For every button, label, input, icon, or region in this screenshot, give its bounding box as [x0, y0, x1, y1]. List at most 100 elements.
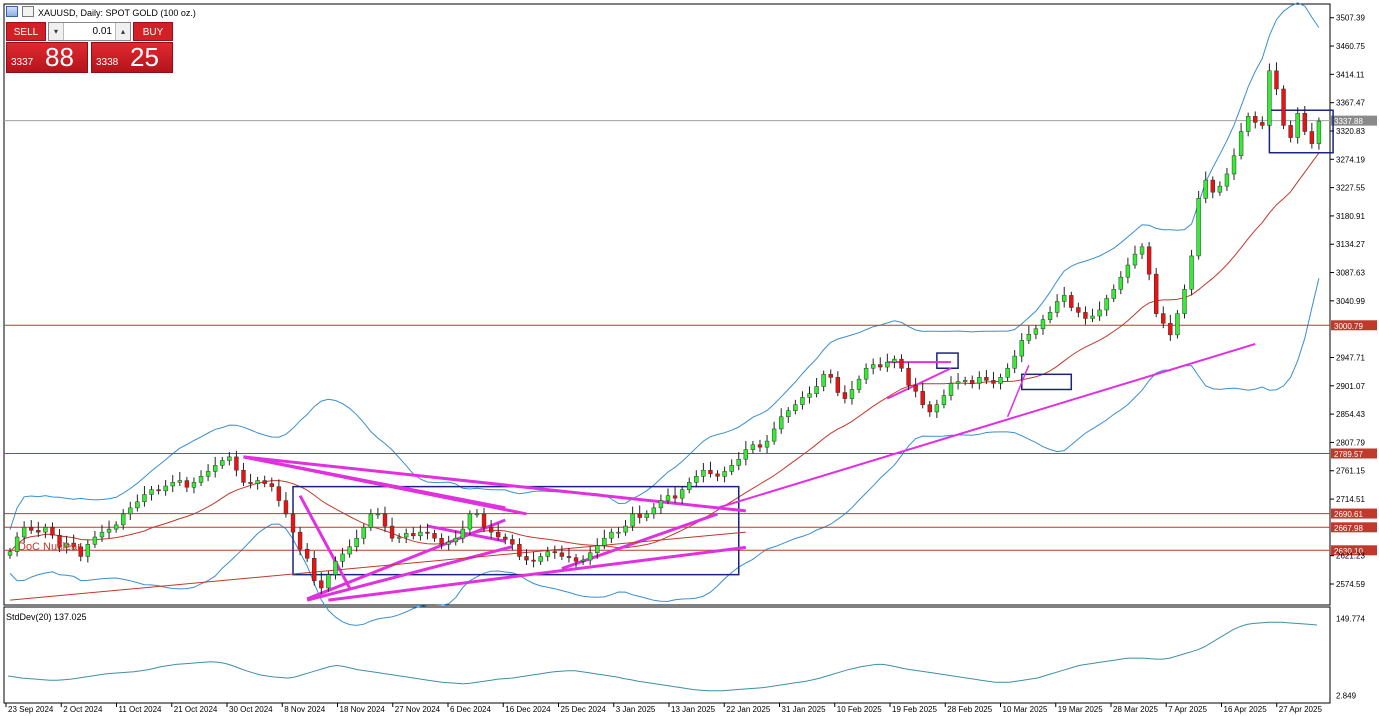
bear-candle — [828, 374, 833, 378]
bull-candle — [1019, 340, 1024, 357]
lot-decrease-icon[interactable]: ▾ — [49, 23, 64, 40]
bear-candle — [425, 531, 430, 534]
buy-price-button[interactable]: 3338 25 — [91, 42, 173, 73]
bear-candle — [1253, 116, 1258, 123]
bull-candle — [453, 537, 458, 543]
bear-candle — [432, 533, 437, 539]
bear-candle — [276, 486, 282, 501]
price-tick-label: 3180.91 — [1336, 212, 1365, 221]
sell-button[interactable]: SELL — [6, 22, 46, 41]
symbol-settings-icon[interactable] — [22, 6, 34, 17]
bull-candle — [1203, 179, 1208, 199]
indicator-tick-label: 2.849 — [1336, 692, 1357, 701]
bull-candle — [135, 501, 140, 509]
price-tick-label: 2901.07 — [1336, 382, 1365, 391]
sell-price-pips: 88 — [45, 42, 74, 72]
level-label: 3000.79 — [1334, 322, 1363, 331]
bear-candle — [29, 527, 34, 531]
bear-candle — [1153, 273, 1159, 314]
bull-candle — [595, 545, 600, 554]
bull-candle — [205, 471, 211, 477]
one-click-trading-panel: SELL ▾ 0.01 ▴ BUY 3337 88 3338 25 — [6, 22, 173, 73]
bear-candle — [290, 513, 296, 533]
chart-window-icon[interactable] — [6, 6, 18, 17]
bear-candle — [991, 380, 996, 384]
indicator-pane-border — [3, 606, 1331, 704]
bull-candle — [814, 386, 819, 394]
bull-candle — [602, 537, 607, 546]
bear-candle — [566, 556, 572, 558]
bull-candle — [722, 471, 727, 477]
bull-candle — [1033, 328, 1039, 335]
date-tick-label: 2 Oct 2024 — [63, 705, 103, 714]
bear-candle — [503, 536, 508, 540]
bull-candle — [955, 381, 961, 384]
bull-candle — [198, 476, 204, 483]
bollinger-upper — [9, 2, 1320, 530]
bull-candle — [227, 456, 232, 461]
bear-candle — [312, 558, 317, 581]
bull-candle — [1054, 301, 1060, 313]
bull-candle — [1231, 155, 1237, 175]
bull-candle — [1217, 185, 1223, 193]
bear-candle — [1309, 131, 1315, 144]
bull-candle — [1062, 295, 1067, 302]
lot-size-value: 0.01 — [92, 26, 112, 37]
buy-button[interactable]: BUY — [133, 22, 173, 41]
range-box — [1021, 373, 1073, 391]
lot-increase-icon[interactable]: ▴ — [115, 23, 130, 40]
bull-candle — [609, 531, 614, 539]
bear-candle — [262, 480, 267, 484]
bear-candle — [1210, 179, 1215, 193]
level-label: 2789.57 — [1334, 450, 1363, 459]
date-tick-label: 10 Feb 2025 — [837, 705, 882, 714]
bull-candle — [545, 551, 550, 557]
price-tick-label: 2807.79 — [1336, 438, 1365, 447]
sell-price-button[interactable]: 3337 88 — [6, 42, 88, 73]
bear-candle — [184, 480, 190, 488]
bull-candle — [212, 465, 218, 472]
bull-candle — [630, 513, 635, 527]
bull-candle — [474, 513, 480, 516]
chart-title: XAUUSD, Daily: SPOT GOLD (100 oz.) — [6, 6, 196, 18]
bull-candle — [1111, 289, 1116, 299]
date-tick-label: 11 Oct 2024 — [119, 705, 163, 714]
date-tick-label: 3 Jan 2025 — [616, 705, 656, 714]
bull-candle — [14, 536, 20, 552]
bear-candle — [637, 513, 642, 518]
indicator-label: StdDev(20) 137.025 — [6, 612, 87, 622]
level-tag — [1331, 508, 1377, 519]
horizontal-levels: 3000.79 2789.57 2690.61 2667.98 2630.10 3337.… — [4, 115, 1377, 556]
bull-candle — [128, 507, 133, 515]
stddev-line — [7, 621, 1318, 692]
bull-candle — [658, 500, 664, 509]
bear-candle — [1302, 113, 1307, 132]
bear-candle — [1146, 246, 1152, 275]
bear-candle — [927, 404, 932, 413]
bull-candle — [1040, 319, 1046, 330]
bull-candle — [616, 531, 621, 534]
bull-candle — [404, 533, 409, 538]
date-tick-label: 31 Jan 2025 — [782, 705, 827, 714]
trend-line — [1006, 364, 1030, 418]
candles — [7, 62, 1322, 595]
bear-candle — [531, 559, 536, 562]
bull-candle — [1267, 70, 1272, 126]
lot-size-input[interactable]: ▾ 0.01 ▴ — [48, 22, 131, 41]
bull-candle — [800, 397, 805, 405]
trend-drawings — [9, 109, 1334, 602]
bear-candle — [57, 534, 62, 548]
bull-candle — [1196, 198, 1201, 257]
level-label: 2667.98 — [1334, 524, 1363, 533]
bear-candle — [1274, 70, 1279, 90]
date-tick-label: 8 Nov 2024 — [284, 705, 325, 714]
bear-candle — [1076, 307, 1081, 313]
bull-candle — [623, 525, 628, 533]
price-tick-label: 3274.19 — [1336, 155, 1365, 164]
price-axis: 3507.39 3460.75 3414.11 3367.47 3320.83 3274.… — [1330, 14, 1365, 589]
bull-candle — [885, 361, 890, 368]
bull-candle — [736, 459, 741, 466]
bull-candle — [687, 482, 692, 490]
price-tick-label: 3134.27 — [1336, 240, 1365, 249]
